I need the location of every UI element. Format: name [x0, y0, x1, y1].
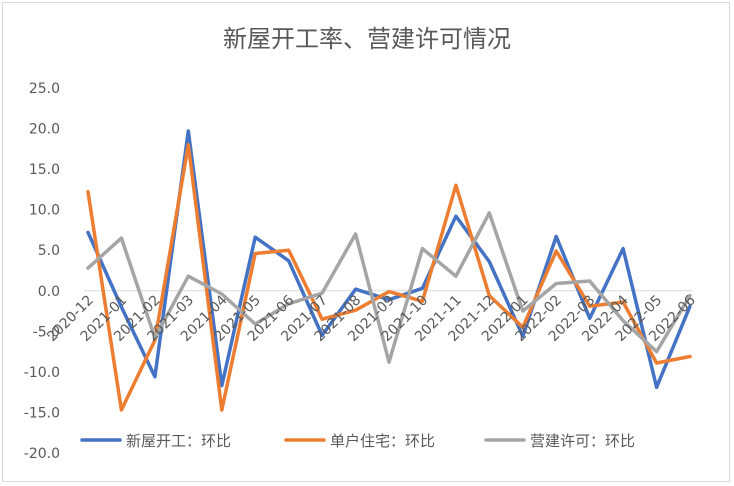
y-tick-label: 20.0 — [29, 122, 60, 138]
y-tick-label: 5.0 — [38, 243, 60, 259]
y-tick-label: -5.0 — [33, 324, 60, 340]
legend-label-3: 营建许可：环比 — [530, 432, 635, 450]
legend-label-2: 单户住宅：环比 — [330, 432, 435, 450]
y-tick-label: -15.0 — [24, 405, 60, 421]
y-tick-label: 25.0 — [29, 81, 60, 97]
series-line-2 — [86, 143, 692, 412]
y-tick-label: -20.0 — [24, 446, 60, 462]
series-line-1 — [86, 129, 692, 390]
y-tick-label: 0.0 — [38, 284, 60, 300]
y-tick-label: 10.0 — [29, 203, 60, 219]
y-tick-label: -10.0 — [24, 365, 60, 381]
legend: 新屋开工：环比 单户住宅：环比 营建许可：环比 — [80, 432, 635, 450]
series-line-3 — [86, 211, 692, 364]
legend-label-1: 新屋开工：环比 — [126, 432, 231, 450]
chart-title: 新屋开工率、营建许可情况 — [223, 25, 511, 53]
y-axis: 25.0 20.0 15.0 10.0 5.0 0.0 -5.0 -10.0 -15.0 -20.… — [24, 81, 60, 462]
series-group — [86, 129, 692, 412]
y-tick-label: 15.0 — [29, 162, 60, 178]
